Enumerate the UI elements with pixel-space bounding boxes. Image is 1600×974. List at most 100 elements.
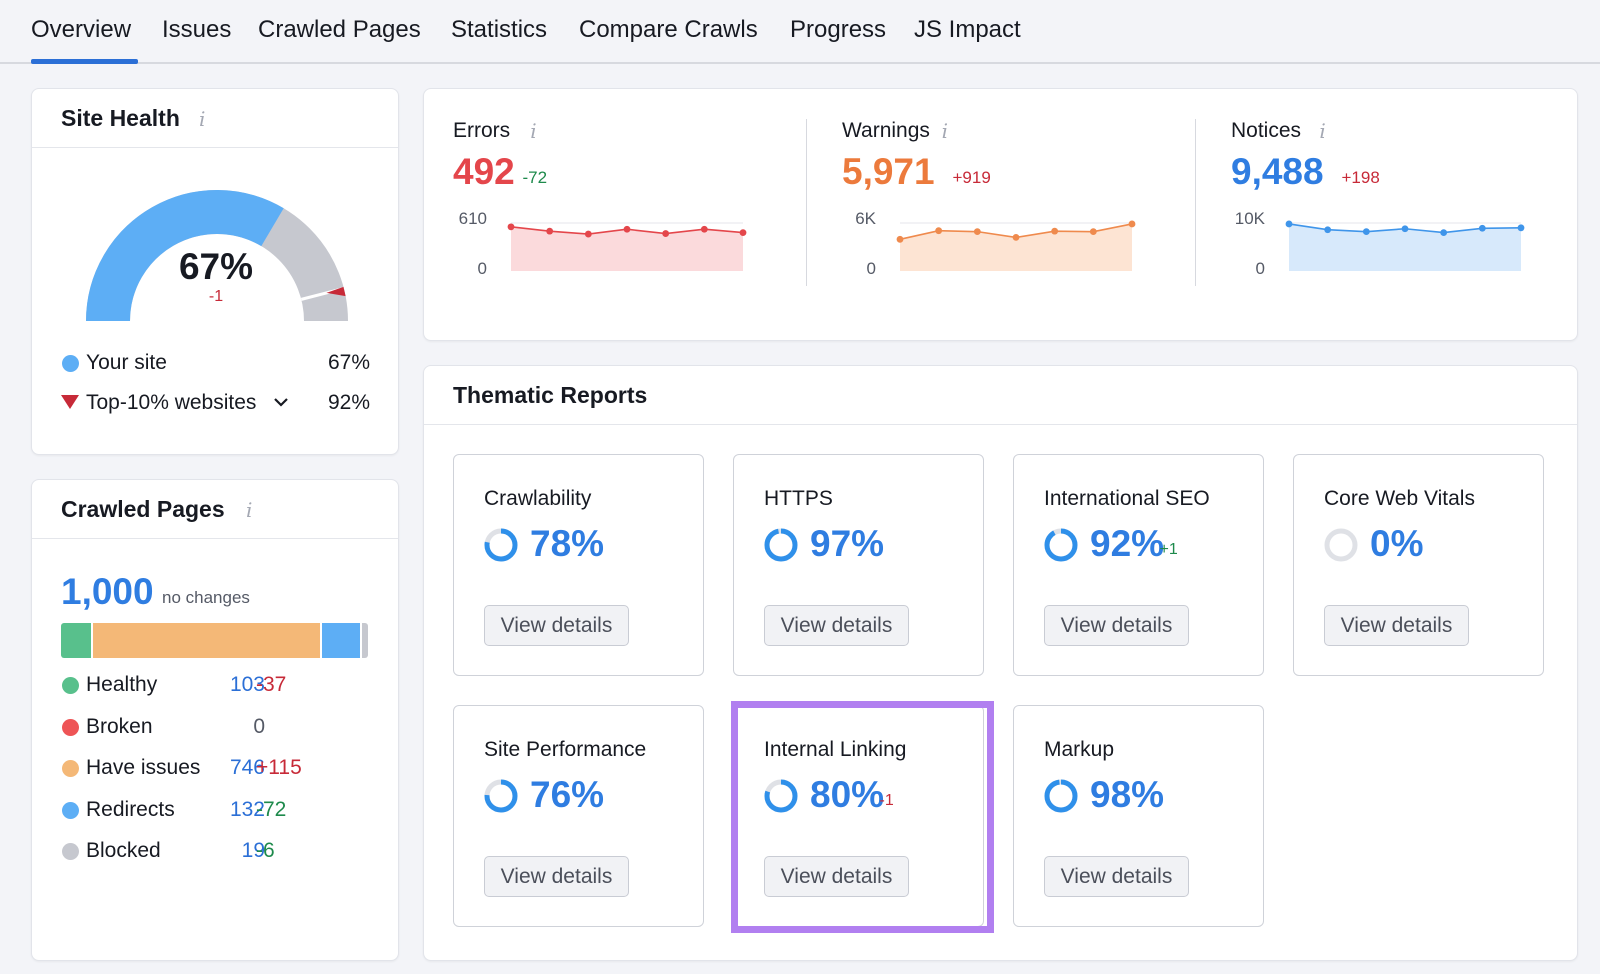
- notices-point[interactable]: [1401, 225, 1409, 233]
- view-details-button[interactable]: View details: [764, 605, 909, 646]
- blocked-label: Blocked: [86, 839, 161, 862]
- view-details-button[interactable]: View details: [484, 856, 629, 897]
- blocked-count[interactable]: 19: [241, 839, 265, 862]
- report-percent[interactable]: 97%: [810, 523, 885, 564]
- warnings-point[interactable]: [1128, 220, 1136, 228]
- notices-point[interactable]: [1285, 220, 1293, 228]
- notices-point[interactable]: [1324, 226, 1332, 234]
- errors-point[interactable]: [507, 223, 515, 231]
- report-percent[interactable]: 0%: [1370, 523, 1424, 564]
- bar-segment-healthy[interactable]: [61, 623, 93, 658]
- redirects-count[interactable]: 132: [229, 797, 265, 821]
- report-delta: -1: [879, 792, 894, 809]
- site-health-title: Site Health: [61, 105, 180, 131]
- view-details-button[interactable]: View details: [764, 856, 909, 897]
- report-percent[interactable]: 92%: [1090, 523, 1165, 564]
- crawled-total-note: no changes: [162, 588, 250, 607]
- top10-label[interactable]: Top-10% websites: [86, 391, 257, 414]
- tab-overview[interactable]: Overview: [31, 16, 132, 43]
- bar-segment-have-issues[interactable]: [92, 623, 322, 658]
- info-icon[interactable]: i: [1319, 119, 1326, 143]
- errors-point[interactable]: [662, 230, 670, 237]
- notices-value[interactable]: 9,488: [1231, 151, 1324, 192]
- site-health-card: Site Health i 67% -1 Your site 67% Top-1…: [31, 88, 399, 455]
- warnings-point[interactable]: [1012, 234, 1020, 241]
- tab-compare-crawls[interactable]: Compare Crawls: [579, 16, 758, 43]
- view-details-button[interactable]: View details: [1324, 605, 1469, 646]
- warnings-point[interactable]: [896, 235, 904, 243]
- report-international-seo: International SEO 92% +1 View details: [1013, 454, 1264, 676]
- ring-track: [1324, 528, 1358, 562]
- view-details-button[interactable]: View details: [484, 605, 629, 646]
- warnings-point[interactable]: [973, 228, 981, 236]
- errors-axis-bottom: 0: [477, 259, 487, 278]
- warnings-label: Warnings: [842, 119, 930, 142]
- tab-bar: Overview Issues Crawled Pages Statistics…: [0, 0, 1600, 64]
- warnings-value[interactable]: 5,971: [842, 151, 935, 192]
- info-icon[interactable]: i: [246, 498, 253, 522]
- redirects-label: Redirects: [86, 797, 175, 821]
- progress-ring-icon: [764, 528, 798, 562]
- chevron-down-icon[interactable]: [274, 398, 288, 408]
- errors-point[interactable]: [584, 230, 592, 238]
- report-percent[interactable]: 98%: [1090, 774, 1165, 815]
- notices-point[interactable]: [1362, 228, 1370, 236]
- ring-fill: [484, 528, 518, 562]
- warnings-axis-top: 6K: [855, 209, 876, 228]
- tab-js-impact[interactable]: JS Impact: [914, 16, 1021, 43]
- tab-issues[interactable]: Issues: [162, 16, 232, 43]
- notices-sparkline[interactable]: [1281, 213, 1529, 275]
- broken-label: Broken: [86, 714, 153, 738]
- ring-fill: [1044, 528, 1078, 562]
- report-name: Site Performance: [484, 738, 647, 761]
- errors-sparkline[interactable]: [503, 213, 751, 275]
- crawled-pages-bar[interactable]: [61, 623, 368, 658]
- progress-ring-icon: [484, 528, 518, 562]
- top10-marker-icon: [326, 286, 346, 297]
- ring-fill: [764, 528, 798, 562]
- errors-axis-top: 610: [458, 209, 487, 228]
- errors-value[interactable]: 492: [453, 151, 515, 192]
- progress-ring-icon: [764, 779, 798, 813]
- progress-ring-icon: [484, 779, 518, 813]
- report-percent[interactable]: 78%: [530, 523, 605, 564]
- notices-point[interactable]: [1440, 229, 1448, 236]
- divider: [1195, 119, 1196, 286]
- gauge-fill: [86, 190, 284, 322]
- view-details-button[interactable]: View details: [1044, 856, 1189, 897]
- tab-statistics[interactable]: Statistics: [451, 16, 548, 43]
- errors-point[interactable]: [739, 229, 747, 236]
- warnings-point[interactable]: [1051, 227, 1059, 235]
- report-percent[interactable]: 80%: [810, 774, 885, 815]
- info-icon[interactable]: i: [530, 119, 537, 143]
- bar-segment-blocked[interactable]: [362, 623, 368, 658]
- report-core-web-vitals: Core Web Vitals 0% View details: [1293, 454, 1544, 676]
- issues-summary-card: Errors i 492 -72 610 0 Warnings i 5,971 +919 6K 0 No…: [423, 88, 1578, 341]
- info-icon[interactable]: i: [941, 119, 948, 143]
- warnings-sparkline[interactable]: [892, 213, 1140, 275]
- warnings-point[interactable]: [1089, 228, 1097, 236]
- errors-point[interactable]: [700, 225, 708, 233]
- notices-point[interactable]: [1517, 224, 1525, 232]
- internal-linking-highlight: [731, 701, 994, 933]
- tab-progress[interactable]: Progress: [790, 16, 887, 43]
- view-details-button[interactable]: View details: [1044, 605, 1189, 646]
- errors-point[interactable]: [546, 227, 554, 235]
- tab-crawled-pages[interactable]: Crawled Pages: [258, 16, 421, 43]
- report-percent[interactable]: 76%: [530, 774, 605, 815]
- errors-point[interactable]: [623, 225, 631, 233]
- warnings-axis-bottom: 0: [866, 259, 876, 278]
- warnings-point[interactable]: [935, 227, 943, 235]
- healthy-count[interactable]: 103: [229, 673, 265, 696]
- report-https: HTTPS 97% View details: [733, 454, 984, 676]
- have-issues-count[interactable]: 746: [229, 756, 265, 779]
- notices-axis-bottom: 0: [1255, 259, 1265, 278]
- crawled-total[interactable]: 1,000: [61, 571, 154, 612]
- warnings-delta: +919: [952, 168, 991, 187]
- bar-segment-redirects[interactable]: [321, 623, 363, 658]
- divider: [806, 119, 807, 286]
- info-icon[interactable]: i: [199, 107, 206, 131]
- notices-point[interactable]: [1478, 224, 1486, 232]
- warnings-area: [900, 223, 1132, 271]
- errors-delta: -72: [522, 168, 548, 187]
